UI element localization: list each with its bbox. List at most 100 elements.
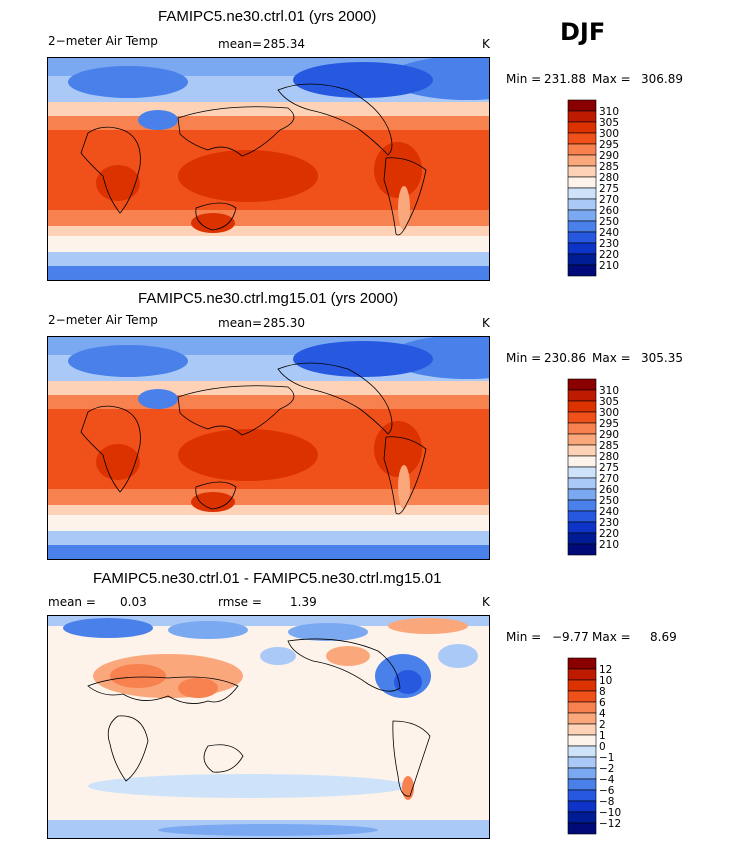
panel-2-min-value: 230.86	[544, 351, 586, 365]
colorbar-swatch	[567, 477, 597, 490]
colorbar-swatch	[567, 745, 597, 758]
colorbar-tick-label: 280	[599, 451, 619, 463]
colorbar-swatch	[567, 811, 597, 824]
panel-2-max-label: Max =	[592, 351, 631, 365]
colorbar-tick-label: 270	[599, 473, 619, 485]
colorbar-tick-label: 285	[599, 161, 619, 173]
colorbar-swatch	[567, 756, 597, 769]
colorbar-tick-label: 2	[599, 719, 606, 731]
colorbar-swatch	[567, 668, 597, 681]
colorbar-swatch	[567, 389, 597, 402]
panel-1-map	[47, 57, 490, 281]
panel-1-max-value: 306.89	[641, 72, 683, 86]
colorbar-swatch	[567, 220, 597, 233]
colorbar-swatch	[567, 165, 597, 178]
panel-3-max-label: Max =	[592, 630, 631, 644]
colorbar-swatch	[567, 198, 597, 211]
colorbar-tick-label: 300	[599, 407, 619, 419]
colorbar-swatch	[567, 543, 597, 556]
colorbar-swatch	[567, 789, 597, 802]
panel-1-colorbar: 3103053002952902852802752702602502402302…	[567, 99, 619, 277]
colorbar-swatch	[567, 701, 597, 714]
colorbar-tick-label: 305	[599, 396, 619, 408]
panel-1-max-label: Max =	[592, 72, 631, 86]
colorbar-tick-label: 290	[599, 429, 619, 441]
colorbar-swatch	[567, 143, 597, 156]
colorbar-swatch	[567, 242, 597, 255]
colorbar-tick-label: −1	[599, 752, 614, 764]
colorbar-tick-label: 210	[599, 260, 619, 272]
colorbar-swatch	[567, 822, 597, 835]
colorbar-swatch	[567, 187, 597, 200]
colorbar-tick-label: 275	[599, 462, 619, 474]
panel-3-mean-value: 0.03	[120, 595, 147, 609]
colorbar-swatch	[567, 690, 597, 703]
colorbar-swatch	[567, 723, 597, 736]
colorbar-tick-label: −2	[599, 763, 614, 775]
colorbar-swatch	[567, 657, 597, 670]
panel-2-map	[47, 336, 490, 560]
colorbar-swatch	[567, 411, 597, 424]
colorbar-swatch	[567, 400, 597, 413]
panel-3-units: K	[482, 595, 490, 609]
colorbar-swatch	[567, 121, 597, 134]
season-label: DJF	[560, 18, 606, 46]
colorbar-tick-label: 12	[599, 664, 612, 676]
colorbar-swatch	[567, 767, 597, 780]
colorbar-tick-label: 8	[599, 686, 606, 698]
colorbar-tick-label: 310	[599, 385, 619, 397]
colorbar-tick-label: 230	[599, 238, 619, 250]
colorbar-swatch	[567, 734, 597, 747]
panel-3-min-label: Min =	[506, 630, 542, 644]
colorbar-tick-label: 0	[599, 741, 606, 753]
colorbar-tick-label: 260	[599, 205, 619, 217]
colorbar-swatch	[567, 422, 597, 435]
colorbar-swatch	[567, 433, 597, 446]
panel-2-mean-value: 285.30	[263, 316, 305, 330]
panel-1-mean-value: 285.34	[263, 37, 305, 51]
panel-3-mean-label: mean =	[48, 595, 96, 609]
panel-1-min-value: 231.88	[544, 72, 586, 86]
panel-1-title: FAMIPC5.ne30.ctrl.01 (yrs 2000)	[158, 8, 377, 25]
colorbar-tick-label: 295	[599, 418, 619, 430]
colorbar-tick-label: 280	[599, 172, 619, 184]
colorbar-swatch	[567, 209, 597, 222]
panel-3-max-value: 8.69	[650, 630, 677, 644]
colorbar-tick-label: −10	[599, 807, 621, 819]
colorbar-tick-label: 310	[599, 106, 619, 118]
colorbar-tick-label: 230	[599, 517, 619, 529]
colorbar-tick-label: −4	[599, 774, 615, 786]
colorbar-tick-label: 210	[599, 539, 619, 551]
colorbar-tick-label: 250	[599, 495, 619, 507]
colorbar-swatch	[567, 176, 597, 189]
colorbar-swatch	[567, 712, 597, 725]
colorbar-tick-label: 260	[599, 484, 619, 496]
colorbar-tick-label: 305	[599, 117, 619, 129]
colorbar-swatch	[567, 800, 597, 813]
panel-2-title: FAMIPC5.ne30.ctrl.mg15.01 (yrs 2000)	[138, 290, 399, 307]
colorbar-tick-label: −8	[599, 796, 614, 808]
colorbar-swatch	[567, 455, 597, 468]
panel-1-variable: 2−meter Air Temp	[48, 34, 158, 48]
colorbar-tick-label: 290	[599, 150, 619, 162]
panel-2-units: K	[482, 316, 490, 330]
colorbar-swatch	[567, 532, 597, 545]
panel-1-units: K	[482, 37, 490, 51]
colorbar-swatch	[567, 499, 597, 512]
colorbar-swatch	[567, 110, 597, 123]
colorbar-tick-label: 10	[599, 675, 612, 687]
colorbar-tick-label: 270	[599, 194, 619, 206]
panel-2-colorbar: 3103053002952902852802752702602502402302…	[567, 378, 619, 556]
panel-3-rmse-value: 1.39	[290, 595, 317, 609]
colorbar-tick-label: 6	[599, 697, 606, 709]
colorbar-tick-label: 295	[599, 139, 619, 151]
colorbar-tick-label: −6	[599, 785, 615, 797]
colorbar-swatch	[567, 444, 597, 457]
colorbar-tick-label: 240	[599, 227, 619, 239]
panel-3-map	[47, 615, 490, 839]
colorbar-swatch	[567, 510, 597, 523]
colorbar-swatch	[567, 99, 597, 112]
colorbar-swatch	[567, 488, 597, 501]
colorbar-tick-label: 220	[599, 528, 619, 540]
